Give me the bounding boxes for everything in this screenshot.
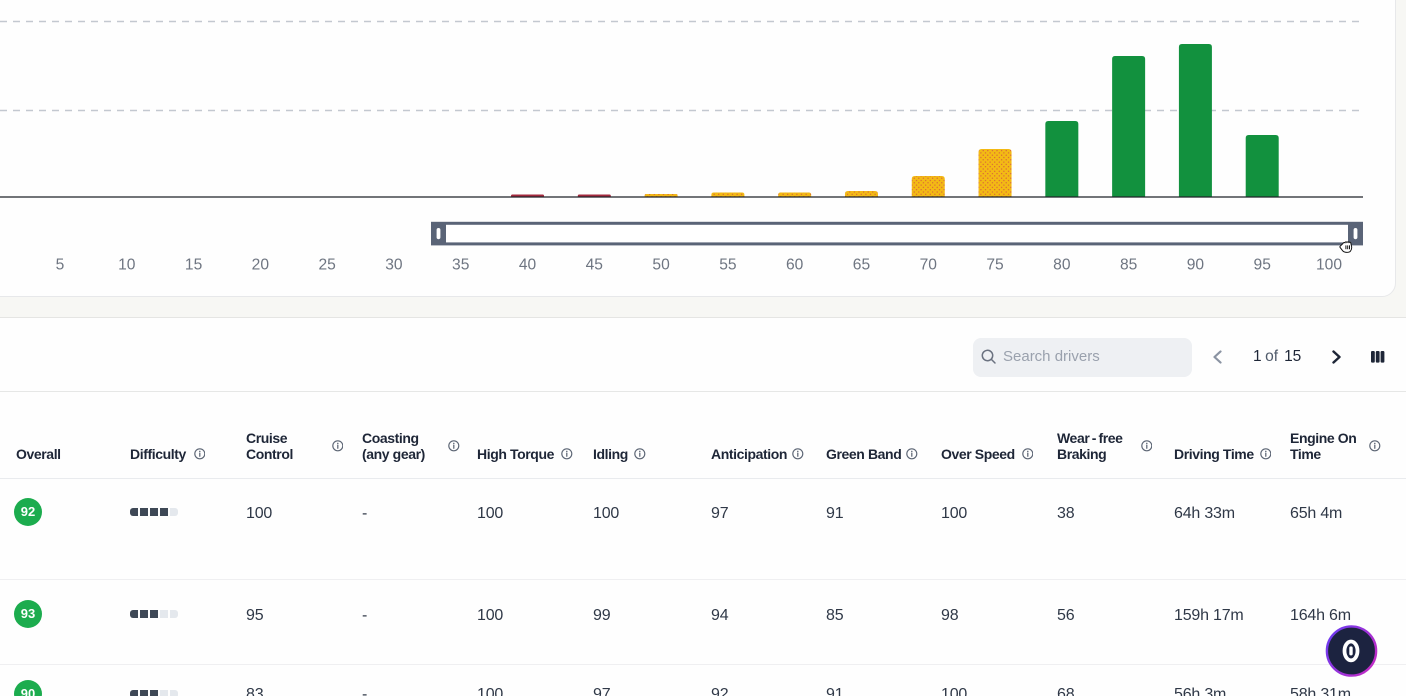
svg-text:95: 95: [1254, 257, 1272, 274]
svg-text:65: 65: [853, 257, 871, 274]
svg-text:80: 80: [1053, 257, 1071, 274]
svg-text:85: 85: [1120, 257, 1138, 274]
svg-text:55: 55: [719, 257, 737, 274]
svg-text:10: 10: [118, 257, 136, 274]
svg-text:70: 70: [920, 257, 938, 274]
svg-text:20: 20: [252, 257, 270, 274]
svg-text:45: 45: [586, 257, 604, 274]
svg-text:50: 50: [652, 257, 670, 274]
svg-text:5: 5: [56, 257, 65, 274]
svg-text:90: 90: [1187, 257, 1205, 274]
svg-text:100: 100: [1316, 257, 1342, 274]
svg-text:25: 25: [318, 257, 336, 274]
svg-text:40: 40: [519, 257, 537, 274]
svg-text:60: 60: [786, 257, 804, 274]
svg-text:35: 35: [452, 257, 470, 274]
svg-text:75: 75: [986, 257, 1004, 274]
svg-text:15: 15: [185, 257, 203, 274]
svg-text:30: 30: [385, 257, 403, 274]
